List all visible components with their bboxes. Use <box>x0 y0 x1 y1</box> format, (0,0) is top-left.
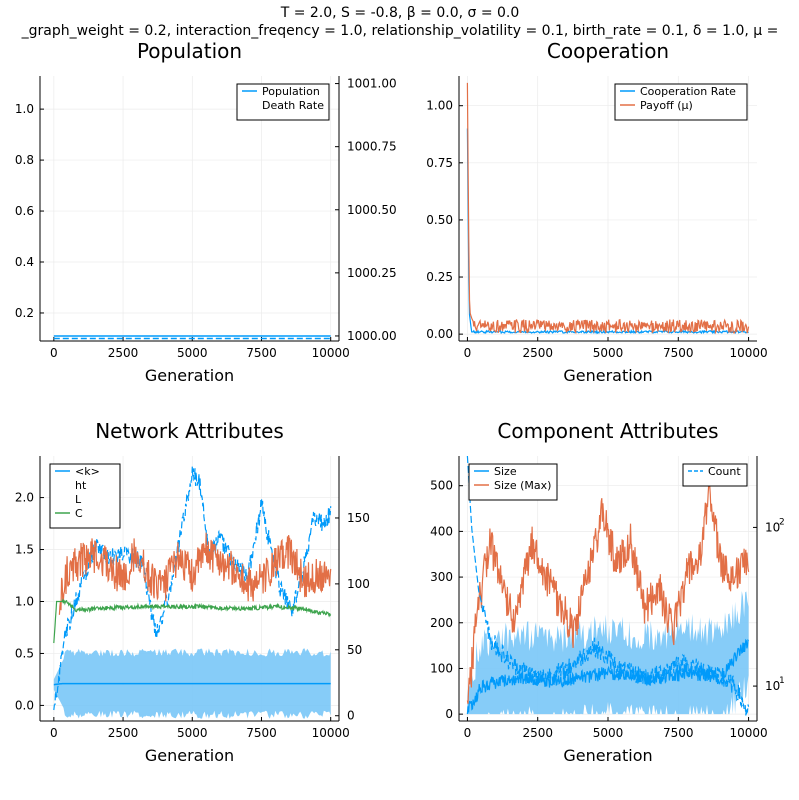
population-y2tick-label-0: 1000.00 <box>347 329 397 343</box>
cooperation-series-1 <box>466 82 750 335</box>
network-ytick-label-4: 2.0 <box>15 491 34 505</box>
component-ytick-label-3: 300 <box>430 570 453 584</box>
component-ytick-label-1: 100 <box>430 661 453 675</box>
population-ytick-label-4: 1.0 <box>15 102 34 116</box>
cooperation-chart: 0 2500 5000 7500 10000 Generation Cooperation 0… <box>426 39 767 385</box>
population-legend-label-1: Death Rate <box>262 99 324 112</box>
population-legend-box <box>236 83 330 121</box>
population-y2tick-label-3: 1000.75 <box>347 140 397 154</box>
network-y2tick-label-0: 0 <box>347 709 355 723</box>
network-xtick-label-3: 7500 <box>246 726 277 740</box>
population-ytick-label-1: 0.4 <box>15 255 34 269</box>
component-series-1 <box>466 482 750 704</box>
network-legend-label-2: L <box>75 493 82 506</box>
network-legend-box <box>49 463 121 529</box>
component-series-2 <box>466 455 750 716</box>
population-y2tick-label-1: 1000.25 <box>347 266 397 280</box>
network-ytick-label-3: 1.5 <box>15 543 34 557</box>
network-series-1 <box>53 466 332 711</box>
population-ytick-label-3: 0.8 <box>15 153 34 167</box>
population-ytick-label-2: 0.6 <box>15 204 34 218</box>
population-y2tick-label-2: 1000.50 <box>347 203 397 217</box>
population-chart: 0 2500 5000 7500 10000 Generation Population 0.… <box>15 39 397 385</box>
suptitle-line2: _graph_weight = 0.2, interaction_freqenc… <box>21 23 779 39</box>
population-legend-label-0: Population <box>262 85 320 98</box>
component-legend-box-left <box>468 463 558 501</box>
population-y2tick-label-4: 1001.00 <box>347 77 397 91</box>
network-ytick-label-0: 0.0 <box>15 698 34 712</box>
network-xlabel: Generation <box>145 746 234 765</box>
component-y2tick-label-1: 10 <box>765 520 780 534</box>
cooperation-xtick-label-3: 7500 <box>663 346 694 360</box>
population-title: Population <box>137 39 242 63</box>
component-xtick-label-4: 10000 <box>729 726 767 740</box>
network-y2tick-label-3: 150 <box>347 511 370 525</box>
component-y2tick-exp-0: 1 <box>779 676 785 686</box>
component-ytick-label-0: 0 <box>445 707 453 721</box>
component-ytick-label-2: 200 <box>430 616 453 630</box>
cooperation-legend-box <box>614 83 748 121</box>
cooperation-legend-label-1: Payoff (μ) <box>640 99 693 112</box>
population-xtick-label-4: 10000 <box>312 346 350 360</box>
population-xtick-label-0: 0 <box>50 346 58 360</box>
network-ytick-label-1: 0.5 <box>15 646 34 660</box>
cooperation-ytick-label-4: 1.00 <box>426 99 453 113</box>
component-legend-label-1-left: Size (Max) <box>494 479 551 492</box>
population-xlabel: Generation <box>145 366 234 385</box>
network-series-0 <box>53 682 331 686</box>
component-title: Component Attributes <box>497 419 718 443</box>
population-xtick-label-1: 2500 <box>108 346 139 360</box>
network-legend-label-1: ht <box>75 479 87 492</box>
network-title: Network Attributes <box>95 419 284 443</box>
component-xlabel: Generation <box>563 746 652 765</box>
network-legend-label-3: C <box>75 507 83 520</box>
component-xtick-label-1: 2500 <box>522 726 553 740</box>
cooperation-ytick-label-2: 0.50 <box>426 213 453 227</box>
component-legend-label-0-right: Count <box>708 465 741 478</box>
component-xtick-label-3: 7500 <box>663 726 694 740</box>
component-xtick-label-2: 5000 <box>593 726 624 740</box>
component-legend-box-right <box>682 463 748 487</box>
network-y2tick-label-1: 50 <box>347 643 362 657</box>
cooperation-ytick-label-3: 0.75 <box>426 156 453 170</box>
subplot-grid: 0 2500 5000 7500 10000GenerationPopulation0.… <box>15 39 785 765</box>
component-legend-label-0-left: Size <box>494 465 517 478</box>
network-series-3 <box>53 598 332 644</box>
network-y2tick-label-2: 100 <box>347 577 370 591</box>
network-xtick-label-4: 10000 <box>312 726 350 740</box>
component-y2tick-exp-1: 2 <box>779 517 785 527</box>
network-xtick-label-2: 5000 <box>177 726 208 740</box>
network-series-2 <box>58 532 332 615</box>
cooperation-title: Cooperation <box>547 39 669 63</box>
cooperation-ytick-label-1: 0.25 <box>426 270 453 284</box>
cooperation-series-0 <box>466 128 749 335</box>
component-ytick-label-5: 500 <box>430 479 453 493</box>
network-xtick-label-1: 2500 <box>108 726 139 740</box>
population-ytick-label-0: 0.2 <box>15 306 34 320</box>
component-y2tick-label-0: 10 <box>765 679 780 693</box>
cooperation-xtick-label-0: 0 <box>464 346 472 360</box>
population-xtick-label-3: 7500 <box>246 346 277 360</box>
cooperation-xtick-label-1: 2500 <box>522 346 553 360</box>
population-xtick-label-2: 5000 <box>177 346 208 360</box>
network-ytick-label-2: 1.0 <box>15 594 34 608</box>
suptitle-line1: T = 2.0, S = -0.8, β = 0.0, σ = 0.0 <box>280 5 520 21</box>
cooperation-xlabel: Generation <box>563 366 652 385</box>
cooperation-xtick-label-2: 5000 <box>593 346 624 360</box>
network-legend-label-0: <k> <box>75 465 100 478</box>
network-xtick-label-0: 0 <box>50 726 58 740</box>
cooperation-ytick-label-0: 0.00 <box>426 327 453 341</box>
component-xtick-label-0: 0 <box>464 726 472 740</box>
cooperation-xtick-label-4: 10000 <box>729 346 767 360</box>
component-ytick-label-4: 400 <box>430 524 453 538</box>
network-chart: 0 2500 5000 7500 10000 Generation Network Attr… <box>15 419 370 765</box>
cooperation-legend-label-0: Cooperation Rate <box>640 85 736 98</box>
